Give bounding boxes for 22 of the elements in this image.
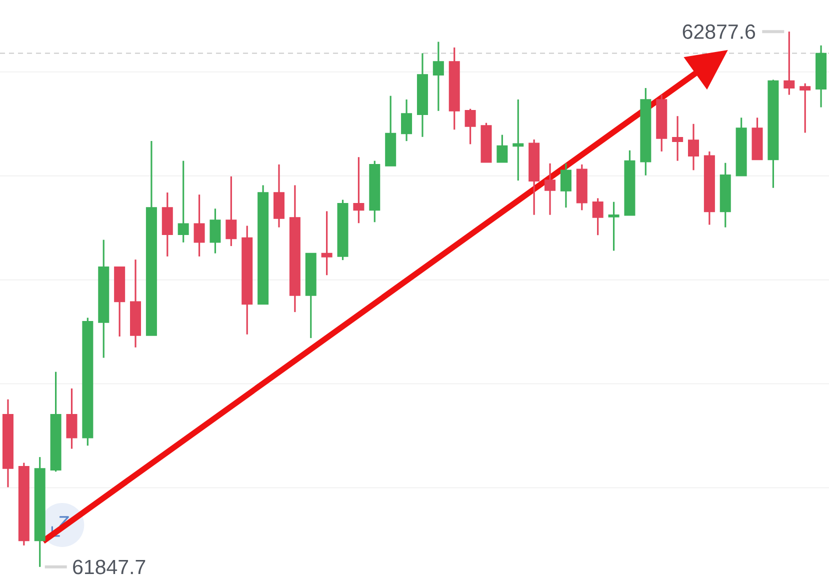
candlestick [226, 176, 237, 247]
candlestick [512, 98, 524, 182]
candlestick [194, 194, 205, 258]
candlestick [401, 98, 412, 142]
candlestick [464, 108, 476, 145]
annotation: 61847.7 [73, 560, 146, 574]
candlestick [178, 160, 189, 244]
candlestick [353, 156, 364, 224]
candlestick [784, 30, 795, 96]
candlestick [608, 201, 620, 252]
annotation: 62877.6 [682, 24, 756, 39]
candlestick [560, 162, 572, 208]
candlestick [592, 197, 604, 236]
candlestick [672, 115, 684, 162]
candlestick [496, 134, 508, 164]
candlestick [321, 210, 332, 276]
candlestick [800, 82, 811, 134]
candlestick [210, 208, 221, 254]
candlestick [432, 40, 444, 112]
candlestick [66, 388, 78, 450]
candlestick [544, 162, 556, 216]
candlestick [688, 123, 699, 171]
